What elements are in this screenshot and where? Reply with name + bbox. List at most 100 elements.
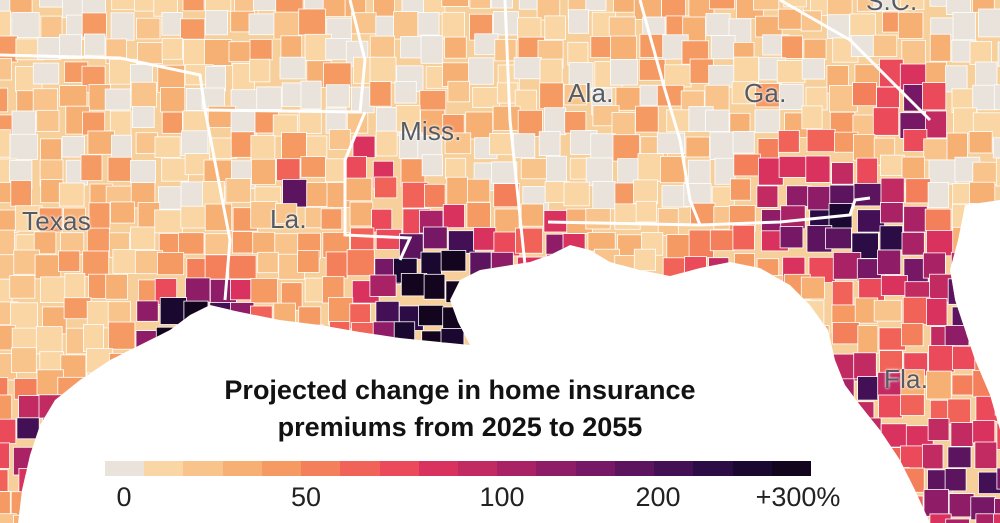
county-cell [928, 159, 957, 185]
county-cell [422, 226, 448, 250]
county-cell [590, 36, 614, 59]
county-cell [996, 422, 1000, 450]
county-cell [972, 161, 1000, 185]
county-cell [0, 87, 9, 113]
county-cell [969, 181, 996, 204]
county-cell [952, 11, 976, 41]
county-cell [371, 208, 393, 233]
county-cell [0, 229, 15, 257]
county-cell [108, 321, 136, 350]
county-cell [344, 177, 373, 202]
county-cell [656, 132, 686, 154]
legend-swatch [340, 461, 380, 476]
county-cell [880, 154, 905, 176]
county-cell [897, 11, 924, 39]
florida-north-border [547, 196, 871, 227]
county-cell [421, 154, 443, 177]
legend-swatch [536, 461, 576, 476]
county-cell [88, 202, 111, 230]
county-cell [16, 417, 40, 440]
county-cell [563, 181, 590, 207]
county-cell [592, 181, 616, 210]
legend-swatch [732, 461, 772, 476]
county-cell [297, 249, 320, 273]
county-cell [780, 205, 806, 230]
county-cell [832, 251, 862, 280]
county-cell [182, 0, 205, 12]
county-cell [926, 297, 948, 326]
legend-swatch [261, 461, 302, 476]
county-cell [323, 62, 352, 89]
county-cell [9, 133, 38, 160]
county-cell [423, 183, 446, 208]
legend-swatch [575, 461, 615, 476]
county-cell [444, 157, 467, 180]
county-cell [709, 131, 737, 161]
county-cell [130, 160, 156, 184]
georgia-south-carolina-border [779, 0, 932, 122]
county-cell [879, 225, 904, 251]
county-cell [417, 12, 440, 36]
legend-tick-300: +300% [755, 482, 841, 512]
county-cell [872, 34, 898, 57]
county-cell [130, 226, 156, 251]
county-cell [974, 441, 998, 470]
county-cell [442, 204, 465, 229]
county-cell [444, 36, 467, 59]
county-cell [975, 61, 998, 89]
state-borders [0, 0, 932, 301]
county-cell [825, 227, 852, 250]
county-cell [161, 37, 184, 60]
county-cell [493, 183, 521, 208]
county-cell [926, 370, 952, 400]
county-cell [857, 325, 879, 354]
county-cell [135, 132, 158, 154]
county-cell [441, 0, 469, 7]
county-cell [925, 61, 948, 84]
county-cell [369, 56, 397, 84]
legend-tick-0: 0 [116, 482, 132, 512]
county-cell [159, 297, 187, 325]
county-cell [568, 9, 589, 34]
county-cell [300, 80, 322, 110]
county-cell [633, 248, 656, 271]
county-cell [11, 110, 36, 136]
county-cell [111, 0, 136, 11]
county-cell [929, 513, 952, 523]
county-cell [0, 129, 11, 158]
county-cell [157, 186, 183, 210]
county-cell [972, 420, 996, 444]
county-cell [275, 203, 298, 225]
legend-swatch [457, 461, 498, 476]
county-cell [635, 105, 659, 133]
county-cell [181, 130, 209, 157]
county-cell [945, 518, 970, 523]
legend-swatch [105, 461, 145, 476]
county-cell [0, 58, 13, 81]
county-cell [992, 137, 1000, 159]
legend-swatch [497, 461, 537, 476]
county-cell [656, 84, 685, 107]
legend-title: Projected change in home insurance premi… [100, 372, 820, 446]
legend-title-line-1: Projected change in home insurance [224, 375, 696, 405]
county-cell [306, 135, 328, 158]
county-cell [185, 277, 211, 303]
county-cell [134, 0, 158, 12]
county-cell [325, 251, 348, 279]
state-label-louisiana: La. [270, 204, 307, 234]
county-cell [0, 182, 13, 204]
county-cell [473, 227, 497, 251]
county-cell [781, 35, 803, 59]
county-cell [466, 178, 491, 203]
county-cell [369, 274, 397, 297]
county-cell [732, 130, 755, 154]
county-cell [969, 41, 993, 65]
legend-swatch [222, 461, 262, 476]
county-cell [180, 181, 205, 210]
county-cell [972, 84, 998, 111]
county-cell [248, 13, 275, 36]
county-cell [81, 12, 107, 38]
alabama-georgia-border [638, 0, 702, 226]
county-cell [32, 62, 60, 85]
